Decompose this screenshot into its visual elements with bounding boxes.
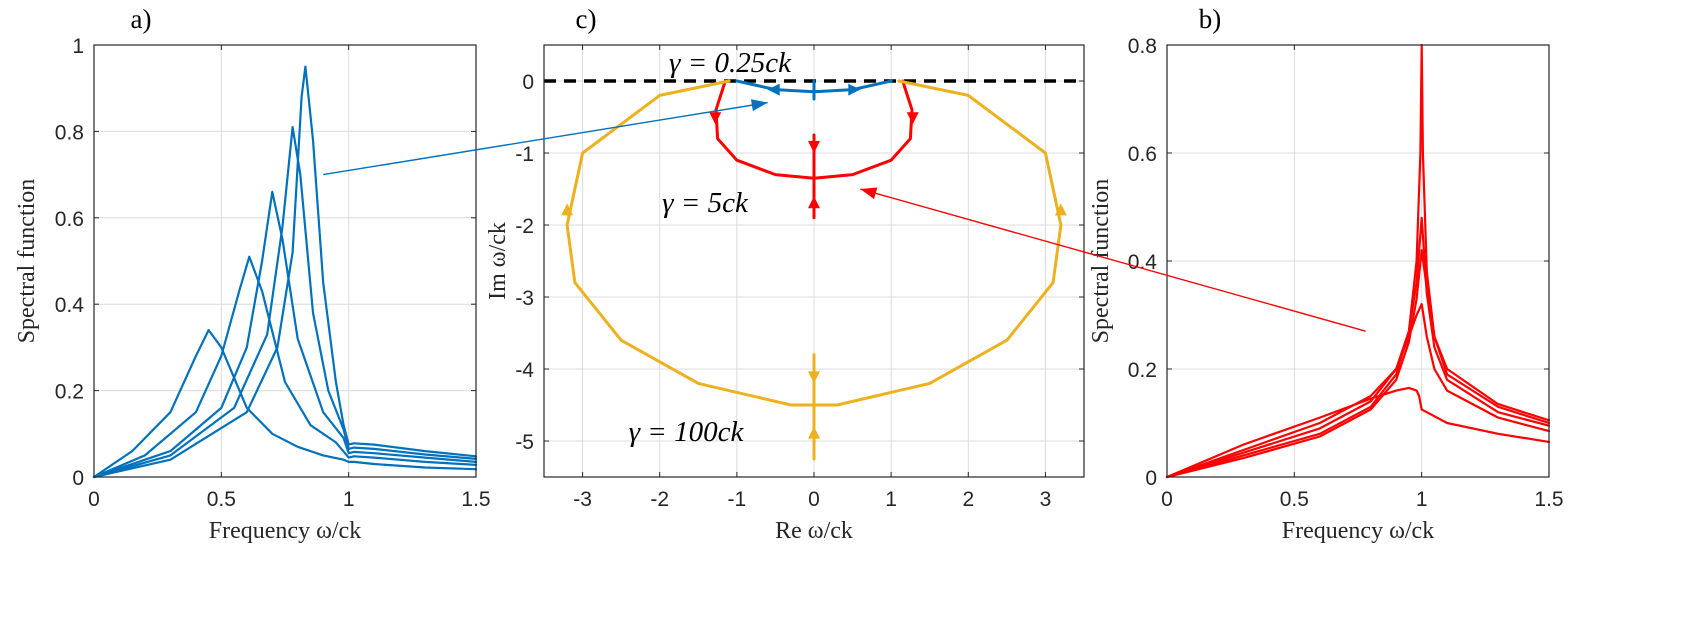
- y-tick-label: 0.4: [1128, 251, 1158, 274]
- x-tick-label: 2: [962, 488, 974, 511]
- series-line-4: [1165, 249, 1551, 479]
- series-line-1: [1165, 303, 1551, 479]
- y-axis-label: Im ω/ck: [485, 222, 511, 300]
- y-tick-label: 0: [522, 71, 534, 94]
- direction-arrowhead: [808, 196, 820, 209]
- y-tick-label: 0.2: [1128, 359, 1157, 382]
- axes-frame: [93, 44, 477, 478]
- y-axis-label: Spectral function: [1088, 179, 1114, 344]
- red-annotation-arrow-head: [860, 187, 878, 200]
- y-tick-label: -1: [515, 143, 534, 166]
- axes-frame: [1166, 44, 1550, 478]
- panel-label: c): [576, 4, 597, 34]
- gamma-annotation: γ = 0.25ck: [669, 47, 792, 79]
- y-tick-label: 0.6: [55, 208, 84, 231]
- panel-label: b): [1199, 4, 1222, 34]
- y-tick-label: 1: [72, 35, 84, 58]
- series-line-3: [92, 125, 478, 479]
- blue-annotation-arrow-head: [750, 99, 768, 112]
- x-tick-label: -2: [650, 488, 669, 511]
- x-axis-label: Frequency ω/ck: [1282, 518, 1434, 544]
- series-line-2: [92, 190, 478, 479]
- x-axis-label: Re ω/ck: [775, 518, 853, 544]
- y-tick-label: 0.8: [1128, 35, 1157, 58]
- direction-arrowhead: [767, 83, 780, 96]
- x-tick-label: 0: [88, 488, 100, 511]
- y-tick-label: 0.2: [55, 381, 84, 404]
- direction-arrowhead: [561, 203, 574, 216]
- direction-arrowhead: [1054, 203, 1067, 216]
- x-tick-label: 0.5: [207, 488, 236, 511]
- y-tick-label: -2: [515, 215, 534, 238]
- direction-arrowhead: [906, 112, 919, 125]
- x-tick-label: 1: [1416, 488, 1428, 511]
- y-tick-label: -5: [515, 431, 534, 454]
- panel-c: -3 -2 -1 0 1 2 3 0 -1 -2 -3 -4 -5 c) Re ω/ck Im ω/ck γ =…: [485, 4, 1085, 544]
- panel-a: 0 0.5 1 1.5 0 0.2 0.4 0.6 0.8 1 a) Frequency ω/ck Sp…: [14, 4, 491, 544]
- x-tick-label: -3: [573, 488, 592, 511]
- y-tick-label: -3: [515, 287, 534, 310]
- y-tick-label: 0.6: [1128, 143, 1157, 166]
- x-tick-label: 0: [808, 488, 820, 511]
- panel-b: 0 0.5 1 1.5 0 0.2 0.4 0.6 0.8 b) Frequency ω/ck Spe…: [1088, 4, 1564, 544]
- x-tick-label: 1: [343, 488, 355, 511]
- blue-annotation-arrow: [323, 101, 768, 176]
- direction-arrowhead: [808, 426, 820, 439]
- y-tick-label: -4: [515, 359, 534, 382]
- series-line-1: [92, 255, 478, 479]
- series-line-4: [92, 65, 478, 479]
- panel-label: a): [131, 4, 152, 34]
- direction-arrowhead: [848, 83, 861, 96]
- gamma-annotation: γ = 100ck: [629, 416, 745, 448]
- y-tick-label: 0.4: [55, 294, 85, 317]
- x-tick-label: 1.5: [1534, 488, 1563, 511]
- direction-arrowhead: [808, 371, 820, 384]
- y-tick-label: 0: [72, 467, 84, 490]
- direction-arrowhead: [808, 141, 820, 153]
- x-tick-label: 3: [1040, 488, 1052, 511]
- annotation-arrows: [323, 99, 1366, 332]
- x-tick-label: 1: [885, 488, 897, 511]
- gamma-annotation: γ = 5ck: [662, 187, 749, 219]
- axes-frame: [543, 44, 1085, 478]
- x-tick-label: 1.5: [461, 488, 490, 511]
- direction-arrowhead: [709, 112, 722, 125]
- series-line-3: [1165, 43, 1551, 479]
- x-tick-label: 0.5: [1280, 488, 1309, 511]
- y-tick-label: 0: [1145, 467, 1157, 490]
- series-line-0: [1165, 386, 1551, 479]
- red-annotation-arrow: [860, 188, 1366, 332]
- y-axis-label: Spectral function: [14, 179, 40, 344]
- y-tick-label: 0.8: [55, 121, 84, 144]
- series-line-2: [1165, 216, 1551, 479]
- series-line-0: [92, 329, 478, 479]
- x-tick-label: -1: [728, 488, 747, 511]
- x-axis-label: Frequency ω/ck: [209, 518, 361, 544]
- x-tick-label: 0: [1161, 488, 1173, 511]
